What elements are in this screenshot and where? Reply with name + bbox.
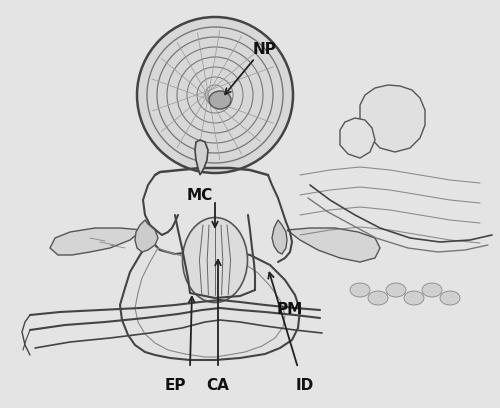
Polygon shape bbox=[340, 118, 375, 158]
Ellipse shape bbox=[386, 283, 406, 297]
Text: CA: CA bbox=[206, 377, 230, 392]
Polygon shape bbox=[272, 220, 287, 254]
Text: MC: MC bbox=[187, 188, 213, 202]
Ellipse shape bbox=[182, 217, 248, 302]
Polygon shape bbox=[135, 220, 158, 252]
Text: NP: NP bbox=[253, 42, 277, 58]
Polygon shape bbox=[195, 140, 208, 175]
Polygon shape bbox=[287, 228, 380, 262]
Polygon shape bbox=[50, 228, 142, 255]
Ellipse shape bbox=[422, 283, 442, 297]
Polygon shape bbox=[360, 85, 425, 152]
Ellipse shape bbox=[368, 291, 388, 305]
Ellipse shape bbox=[440, 291, 460, 305]
Ellipse shape bbox=[404, 291, 424, 305]
Circle shape bbox=[137, 17, 293, 173]
Polygon shape bbox=[120, 240, 300, 360]
Ellipse shape bbox=[209, 91, 231, 109]
Text: EP: EP bbox=[164, 377, 186, 392]
Text: PM: PM bbox=[277, 302, 303, 317]
Ellipse shape bbox=[350, 283, 370, 297]
Text: ID: ID bbox=[296, 377, 314, 392]
